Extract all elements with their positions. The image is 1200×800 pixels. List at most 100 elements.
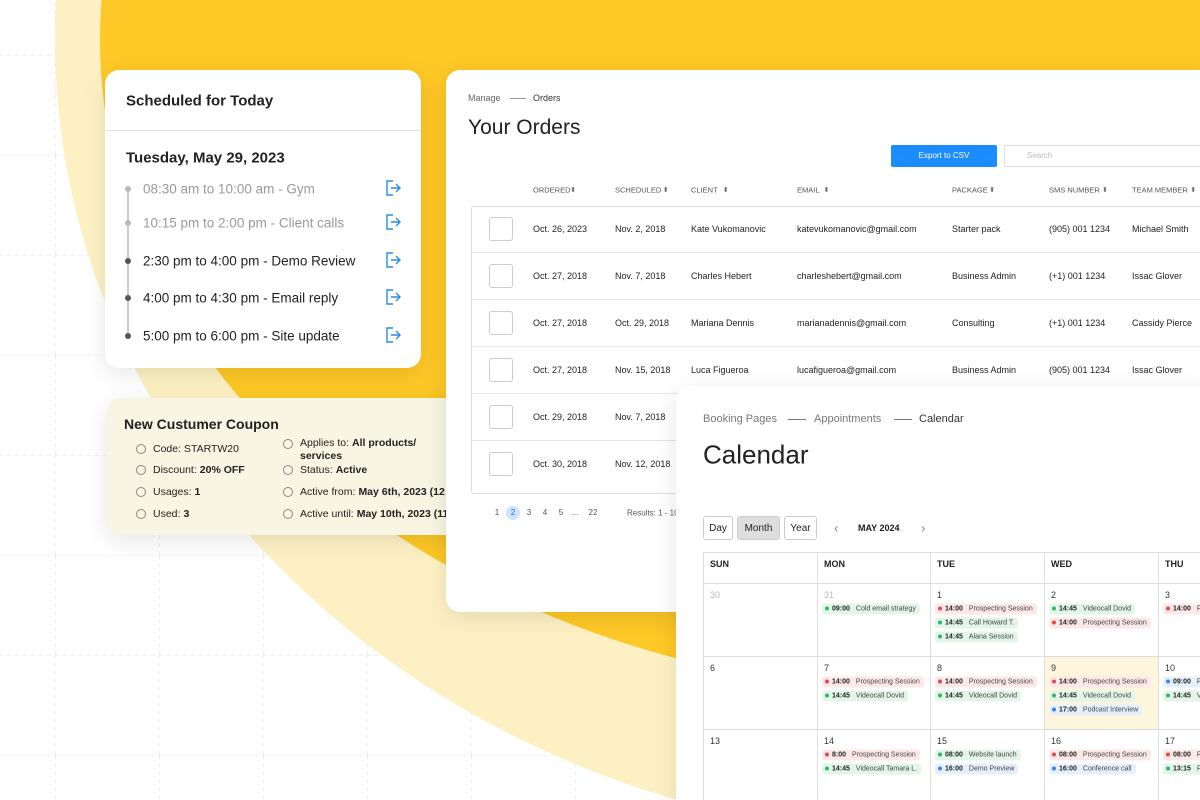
event: 14:45 Videocall Dovid: [822, 690, 909, 702]
expand-button[interactable]: [489, 264, 513, 288]
coupon-field: Used: 3: [153, 508, 189, 520]
open-icon[interactable]: [384, 179, 402, 197]
open-icon[interactable]: [384, 213, 402, 231]
event-label: Videocall Dovid: [855, 692, 905, 700]
column-header: TEAM MEMBER: [1132, 185, 1188, 195]
sort-icon: ⬍: [570, 187, 576, 194]
coupon-field: Code: STARTW20: [153, 443, 239, 455]
field-label: Applies to:: [300, 437, 350, 449]
timeline-dot: [125, 333, 131, 339]
column-header: PACKAGE: [952, 185, 988, 195]
timeline-dot: [125, 186, 131, 192]
field-label: Used:: [153, 508, 181, 520]
expand-button[interactable]: [489, 217, 513, 241]
coupon-field: Usages: 1: [153, 486, 200, 498]
event-label: Call Howard T.: [968, 619, 1015, 627]
page-link[interactable]: 22: [588, 508, 598, 517]
page-link[interactable]: ...: [571, 508, 579, 517]
grid-line: [703, 552, 1200, 553]
open-icon[interactable]: [384, 251, 402, 269]
event: 14:00 Prospecting Session: [1049, 617, 1151, 629]
breadcrumb: Booking Pages: [703, 413, 777, 425]
event-time: 17:00: [1059, 706, 1077, 714]
event-time: 14:00: [945, 605, 963, 613]
event-dot: [938, 693, 942, 698]
column-header: CLIENT: [691, 185, 718, 195]
field-icon: [283, 465, 293, 475]
grid-line: [930, 552, 931, 800]
field-label: Discount:: [153, 464, 197, 476]
event-dot: [1166, 679, 1170, 684]
event-label: P: [1196, 751, 1200, 759]
search-box[interactable]: Search: [1004, 145, 1200, 167]
sort-icon: ⬍: [989, 187, 995, 194]
day-number: 17: [1165, 736, 1176, 746]
next-month[interactable]: ›: [921, 520, 926, 536]
day-number: 16: [1051, 736, 1062, 746]
field-label: Active from:: [300, 486, 356, 498]
weekday: THU: [1165, 559, 1184, 569]
table-cell: Oct. 30, 2018: [533, 459, 588, 469]
view-button[interactable]: Day: [703, 516, 733, 540]
page-link[interactable]: 4: [542, 508, 548, 517]
event: 09:00 P: [1163, 676, 1200, 688]
export-button[interactable]: Export to CSV: [891, 145, 997, 167]
day-number: 30: [710, 590, 721, 600]
timeline-dot: [125, 220, 131, 226]
day-number: 8: [937, 663, 943, 673]
timeline-dot: [125, 258, 131, 264]
expand-button[interactable]: [489, 311, 513, 335]
page-link[interactable]: 1: [494, 508, 500, 517]
table-cell: Luca Figueroa: [691, 365, 749, 375]
table-cell: Oct. 26, 2023: [533, 224, 588, 234]
sort-icon: ⬍: [662, 187, 669, 194]
event-dot: [938, 620, 942, 625]
event-dot: [825, 679, 829, 684]
table-cell: (+1) 001 1234: [1049, 318, 1106, 328]
page-link[interactable]: 5: [558, 508, 564, 517]
event-time: 08:00: [1059, 751, 1077, 759]
open-icon[interactable]: [384, 288, 402, 306]
expand-button[interactable]: [489, 452, 513, 476]
event-label: Videocall Dovid: [968, 692, 1018, 700]
view-button[interactable]: Year: [784, 516, 817, 540]
event-label: Videocall Tamara L.: [855, 765, 918, 773]
schedule-item: 4:00 pm to 4:30 pm - Email reply: [143, 290, 339, 306]
date: Tuesday, May 29, 2023: [126, 149, 285, 167]
event-dot: [1166, 606, 1170, 611]
expand-button[interactable]: [489, 405, 513, 429]
event-dot: [825, 693, 829, 698]
expand-button[interactable]: [489, 358, 513, 382]
page-link[interactable]: 3: [526, 508, 532, 517]
event-label: V: [1196, 692, 1200, 700]
field-label: Code: STARTW20: [153, 443, 239, 455]
table-cell: Issac Glover: [1132, 271, 1183, 281]
grid-line: [1044, 552, 1045, 800]
row-divider: [472, 346, 1200, 347]
breadcrumb-sep: [510, 98, 526, 99]
page-link[interactable]: 2: [506, 506, 520, 520]
schedule-item: 08:30 am to 10:00 am - Gym: [143, 181, 315, 197]
breadcrumb: Manage: [468, 93, 501, 103]
event-dot: [1166, 693, 1170, 698]
coupon-field: Discount: 20% OFF: [153, 464, 245, 476]
table-cell: (905) 001 1234: [1049, 365, 1111, 375]
event-dot: [1052, 693, 1056, 698]
day-number: 13: [710, 736, 721, 746]
card-title: New Custumer Coupon: [124, 416, 279, 432]
prev-month[interactable]: ‹: [834, 520, 839, 536]
field-icon: [283, 509, 293, 519]
table-cell: Oct. 27, 2018: [533, 271, 588, 281]
event-time: 14:00: [832, 678, 850, 686]
weekday: WED: [1051, 559, 1072, 569]
open-icon[interactable]: [384, 326, 402, 344]
card-title: Scheduled for Today: [126, 92, 274, 110]
breadcrumb: Calendar: [919, 413, 964, 425]
event: 14:45 Videocall Dovid: [1049, 603, 1136, 615]
day-number: 7: [824, 663, 830, 673]
view-button[interactable]: Month: [737, 516, 780, 540]
event-label: Prospecting Session: [968, 678, 1033, 686]
table-cell: (+1) 001 1234: [1049, 271, 1106, 281]
table-cell: Mariana Dennis: [691, 318, 755, 328]
field-icon: [136, 509, 146, 519]
